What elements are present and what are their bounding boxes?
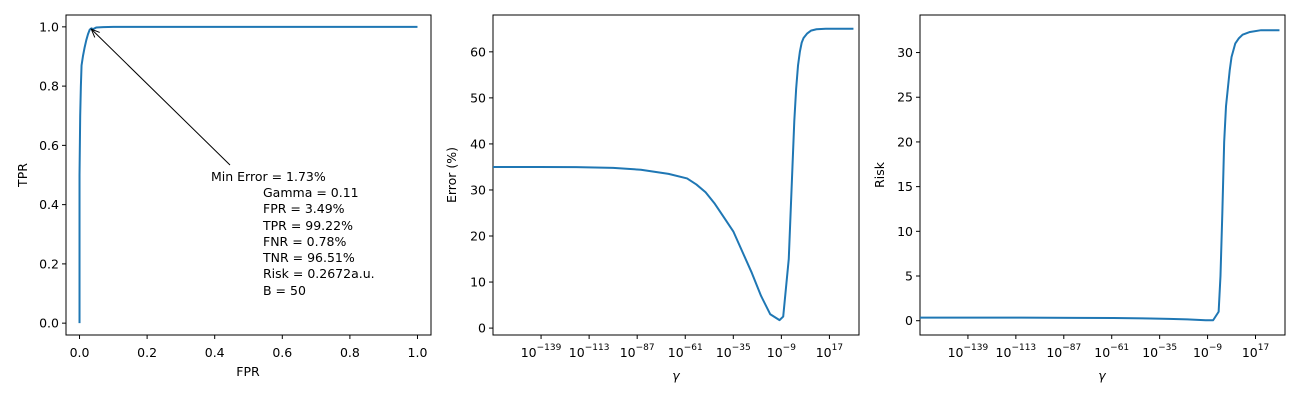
error-ylabel: Error (%) (444, 147, 459, 203)
roc-ytick-label: 0.6 (39, 138, 59, 153)
roc-ytick-label: 0.8 (39, 79, 59, 94)
error-ytick-label: 20 (470, 229, 486, 244)
roc-ytick-label: 1.0 (39, 19, 59, 34)
roc-xlabel: FPR (236, 364, 260, 379)
error-ytick-label: 10 (470, 275, 486, 290)
annotation-line-6: TNR = 96.51% (262, 250, 355, 265)
roc-annotation: Min Error = 1.73% Gamma = 0.11 FPR = 3.4… (211, 169, 375, 298)
error-axes-frame (492, 14, 860, 336)
risk-xtick-label: 10−9 (1193, 343, 1222, 360)
annotation-line-8: B = 50 (263, 283, 306, 298)
risk-series-line (920, 29, 1280, 322)
roc-axes-frame (65, 14, 432, 336)
risk-ytick-label: 10 (897, 224, 913, 239)
error-series-line (493, 27, 854, 322)
risk-xtick-label: 10−35 (1142, 343, 1177, 360)
risk-ytick-label: 20 (897, 134, 913, 149)
error-ytick-label: 60 (470, 44, 486, 59)
risk-axes-frame (919, 14, 1286, 336)
risk-ytick-label: 5 (905, 269, 913, 284)
roc-ytick-label: 0.2 (39, 256, 59, 271)
error-ytick-label: 50 (470, 90, 486, 105)
risk-xtick-label: 10−113 (996, 343, 1037, 360)
annotation-arrow (90, 28, 231, 166)
annotation-arrowhead (90, 28, 100, 38)
risk-xlabel: γ (1098, 368, 1106, 383)
risk-xtick-label: 10−87 (1046, 343, 1081, 360)
error-xtick-label: 1017 (816, 343, 843, 360)
error-xtick-label: 10−139 (521, 343, 562, 360)
annotation-line-7: Risk = 0.2672a.u. (263, 266, 375, 281)
risk-xtick-label: 10−139 (948, 343, 989, 360)
annotation-line-3: FPR = 3.49% (263, 201, 345, 216)
roc-xtick-label: 0.0 (70, 345, 90, 360)
roc-series-line (78, 25, 418, 324)
roc-panel: FPR TPR Min Error = 1.73% Gamma = 0.11 F… (15, 14, 432, 379)
annotation-line-2: Gamma = 0.11 (263, 185, 359, 200)
risk-xtick-label: 1017 (1242, 343, 1269, 360)
roc-ytick-label: 0.4 (39, 197, 59, 212)
annotation-line-4: TPR = 99.22% (262, 218, 353, 233)
annotation-line-5: FNR = 0.78% (263, 234, 346, 249)
error-ytick-label: 0 (478, 321, 486, 336)
risk-ylabel: Risk (872, 161, 887, 188)
error-xtick-label: 10−9 (767, 343, 796, 360)
roc-xtick-label: 0.2 (137, 345, 157, 360)
risk-ytick-label: 15 (897, 179, 913, 194)
annotation-line-1: Min Error = 1.73% (211, 169, 326, 184)
roc-ytick-label: 0.0 (39, 316, 59, 331)
risk-xtick-label: 10−61 (1094, 343, 1129, 360)
roc-ylabel: TPR (15, 163, 30, 188)
error-xtick-label: 10−61 (668, 343, 703, 360)
error-ytick-label: 40 (470, 136, 486, 151)
error-xlabel: γ (672, 368, 680, 383)
error-ytick-label: 30 (470, 182, 486, 197)
error-xtick-label: 10−113 (569, 343, 610, 360)
error-panel: γ Error (%) 0 10 20 30 40 50 60 10−139 10−113 10−… (444, 14, 860, 383)
risk-ytick-label: 0 (905, 313, 913, 328)
error-xtick-label: 10−87 (620, 343, 655, 360)
risk-ytick-label: 25 (897, 90, 913, 105)
roc-xtick-label: 1.0 (408, 345, 428, 360)
error-xtick-label: 10−35 (716, 343, 751, 360)
roc-xtick-label: 0.6 (272, 345, 292, 360)
risk-panel: γ Risk 0 5 10 15 20 25 30 10−139 10−113 10−87 10−6… (872, 14, 1286, 383)
roc-xtick-label: 0.4 (205, 345, 225, 360)
roc-xtick-label: 0.8 (340, 345, 360, 360)
risk-ytick-label: 30 (897, 45, 913, 60)
